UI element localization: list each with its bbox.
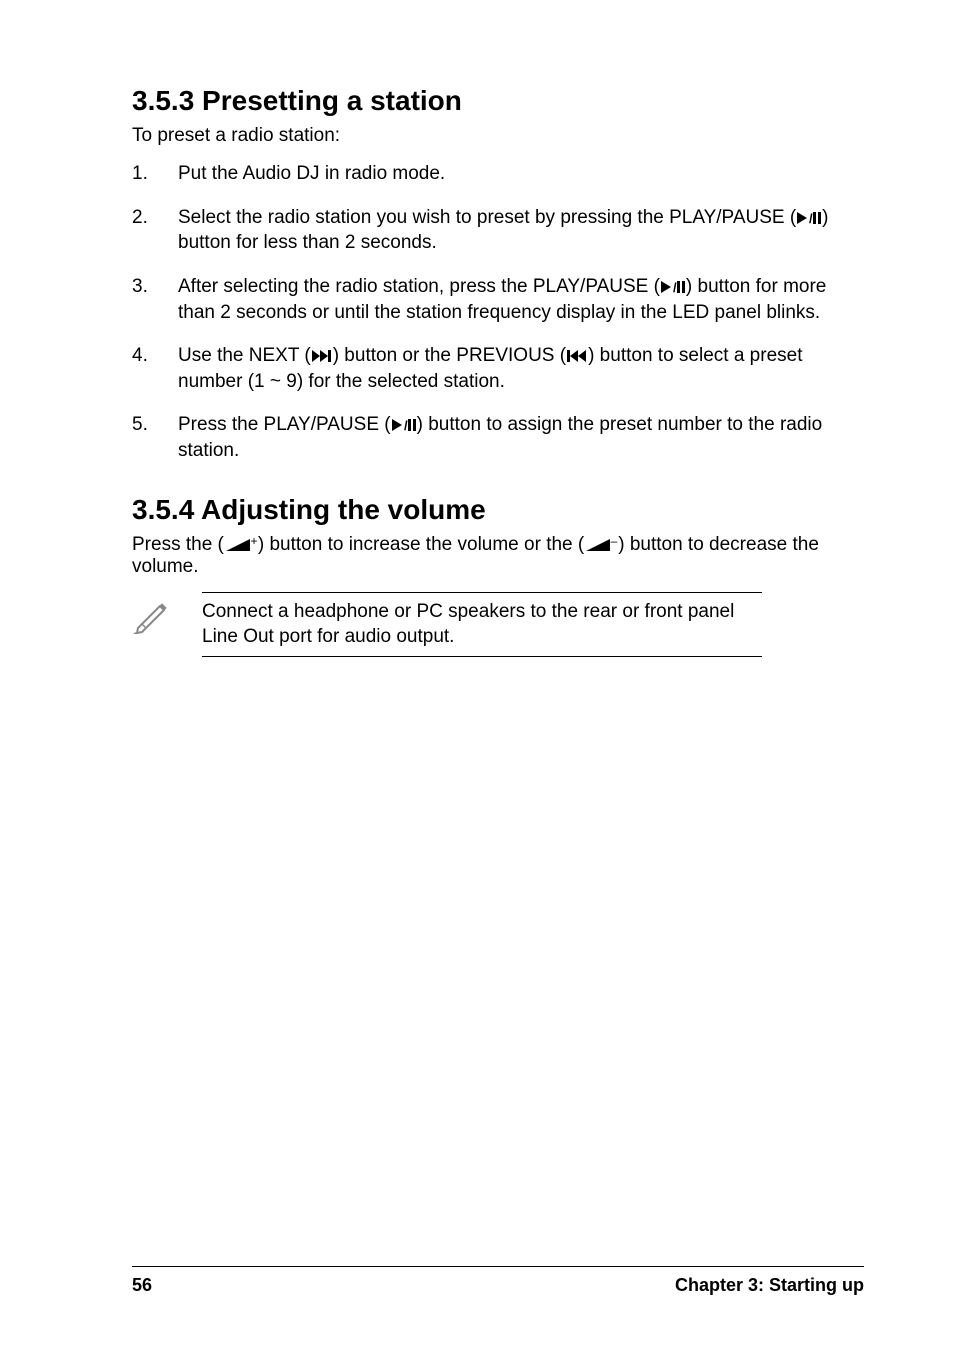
step-number: 4. [132,343,178,394]
vol-down-icon: – [584,537,618,553]
svg-text:+: + [250,537,257,548]
pencil-icon [132,592,202,639]
page-number: 56 [132,1275,152,1296]
step-number: 3. [132,274,178,325]
page: 3.5.3 Presetting a station To preset a r… [0,0,954,1351]
step-text: Press the PLAY/PAUSE (/) button to assig… [178,412,864,463]
step-item: 5.Press the PLAY/PAUSE (/) button to ass… [132,412,864,463]
svg-text:/: / [404,418,408,432]
svg-text:–: – [611,537,618,548]
step-text: After selecting the radio station, press… [178,274,864,325]
step-number: 1. [132,161,178,187]
step-item: 1.Put the Audio DJ in radio mode. [132,161,864,187]
play-pause-icon: / [796,211,822,225]
steps-presetting: 1.Put the Audio DJ in radio mode.2.Selec… [132,161,864,464]
footer: 56 Chapter 3: Starting up [132,1266,864,1296]
heading-presetting: 3.5.3 Presetting a station [132,85,864,117]
svg-text:/: / [673,280,677,294]
intro-presetting: To preset a radio station: [132,125,864,147]
step-item: 4.Use the NEXT () button or the PREVIOUS… [132,343,864,394]
step-item: 3.After selecting the radio station, pre… [132,274,864,325]
step-text: Select the radio station you wish to pre… [178,205,864,256]
step-number: 5. [132,412,178,463]
step-number: 2. [132,205,178,256]
step-item: 2.Select the radio station you wish to p… [132,205,864,256]
play-pause-icon: / [391,418,417,432]
chapter-title: Chapter 3: Starting up [675,1275,864,1296]
vol-up-icon: + [224,537,258,553]
step-text: Put the Audio DJ in radio mode. [178,161,864,187]
step-text: Use the NEXT () button or the PREVIOUS (… [178,343,864,394]
note-row: Connect a headphone or PC speakers to th… [132,592,864,657]
next-icon [311,349,333,363]
play-pause-icon: / [660,280,686,294]
svg-text:/: / [809,211,813,225]
note-text: Connect a headphone or PC speakers to th… [202,592,762,657]
intro-volume: Press the (+) button to increase the vol… [132,534,864,578]
prev-icon [566,349,588,363]
heading-volume: 3.5.4 Adjusting the volume [132,494,864,526]
